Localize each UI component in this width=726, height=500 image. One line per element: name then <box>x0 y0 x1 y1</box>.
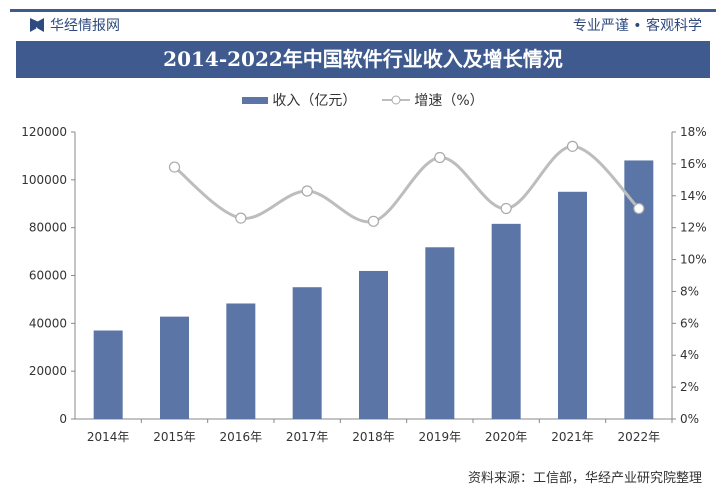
bar-2021年 <box>558 191 587 419</box>
legend: 收入（亿元） 增速（%） <box>0 90 726 110</box>
y-tick-label: 40000 <box>29 316 67 330</box>
bar-swatch-icon <box>242 96 269 104</box>
source-note: 资料来源：工信部，华经产业研究院整理 <box>467 471 702 486</box>
bar-2016年 <box>226 303 256 419</box>
line-swatch-icon <box>382 95 411 105</box>
y2-tick-label: 14% <box>680 189 707 203</box>
y-tick-label: 120000 <box>21 125 67 139</box>
x-tick-label: 2021年 <box>551 430 594 444</box>
y2-tick-label: 0% <box>680 412 699 426</box>
y2-tick-label: 10% <box>680 253 707 267</box>
y-tick-label: 20000 <box>29 364 67 378</box>
brand-name: 华经情报网 <box>50 18 120 34</box>
bar-2017年 <box>292 287 322 419</box>
y2-tick-label: 8% <box>680 284 699 298</box>
y-tick-label: 0 <box>59 412 67 426</box>
x-tick-label: 2018年 <box>352 430 395 444</box>
brand: 华经情报网 <box>30 15 120 35</box>
y-tick-label: 60000 <box>29 269 67 283</box>
slogan: 专业严谨 • 客观科学 <box>572 18 702 34</box>
x-tick-label: 2022年 <box>618 430 661 444</box>
growth-point <box>434 151 446 164</box>
y2-tick-label: 2% <box>680 380 699 394</box>
y-tick-label: 80000 <box>29 221 67 235</box>
growth-point <box>633 202 645 215</box>
legend-item-growth: 增速（%） <box>382 90 484 110</box>
y2-tick-label: 6% <box>680 316 699 330</box>
y2-tick-label: 18% <box>680 125 707 139</box>
x-tick-label: 2016年 <box>220 430 263 444</box>
top-rule <box>10 9 716 12</box>
x-tick-label: 2019年 <box>419 430 462 444</box>
growth-point <box>566 140 579 152</box>
x-tick-label: 2014年 <box>87 430 130 444</box>
bar-2019年 <box>425 247 455 419</box>
y-tick-label: 100000 <box>21 173 67 187</box>
growth-point <box>500 202 512 215</box>
growth-point <box>235 212 247 224</box>
brand-logo-icon <box>30 18 44 32</box>
legend-item-revenue: 收入（亿元） <box>242 90 356 110</box>
bar-2015年 <box>160 316 189 419</box>
bar-2018年 <box>359 270 388 419</box>
y2-tick-label: 4% <box>680 348 699 362</box>
growth-line <box>173 144 640 224</box>
growth-point <box>301 185 313 197</box>
x-tick-label: 2017年 <box>286 430 329 444</box>
x-tick-label: 2020年 <box>485 430 528 444</box>
bar-2020年 <box>491 223 521 419</box>
y2-tick-label: 12% <box>680 221 707 235</box>
x-tick-label: 2015年 <box>153 430 196 444</box>
y2-tick-label: 16% <box>680 157 707 171</box>
growth-point <box>168 161 181 173</box>
bar-2014年 <box>93 330 123 419</box>
bar-2022年 <box>624 160 654 420</box>
growth-point <box>367 215 380 227</box>
chart-title: 2014-2022年中国软件行业收入及增长情况 <box>16 41 710 78</box>
